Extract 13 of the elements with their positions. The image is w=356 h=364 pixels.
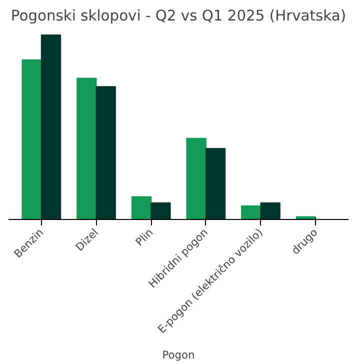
bar [186, 138, 206, 220]
chart-title: Pogonski sklopovi - Q2 vs Q1 2025 (Hrvatska) [10, 8, 346, 24]
x-axis-title: Pogon [162, 348, 195, 362]
bar [131, 196, 152, 220]
bar [22, 59, 42, 220]
bar [205, 148, 226, 220]
bar [260, 202, 280, 220]
bar [96, 86, 116, 220]
bar [40, 34, 62, 220]
bar [241, 205, 262, 220]
bar [76, 78, 97, 220]
bar [150, 202, 171, 220]
x-tick-label: Plin [132, 226, 156, 249]
